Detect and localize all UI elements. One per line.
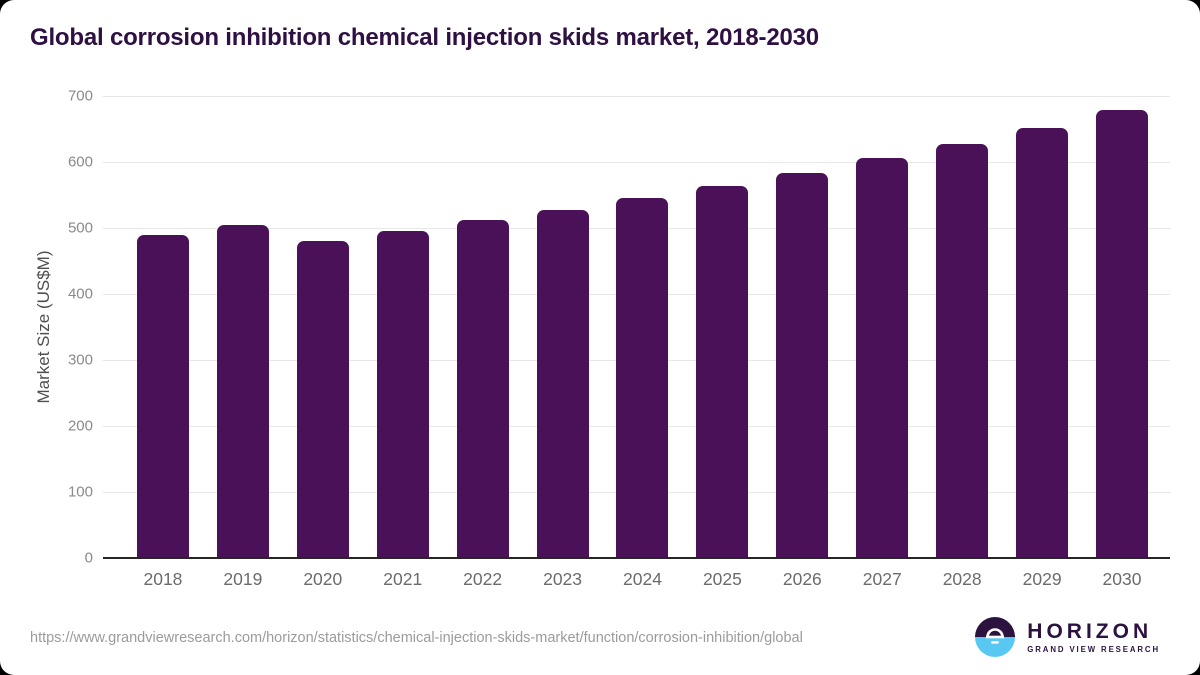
x-tick-label-2029: 2029 [1022,569,1062,589]
x-tick-label-2027: 2027 [862,569,902,589]
gridline-700 [103,96,1170,97]
x-tick-label-2025: 2025 [702,569,742,589]
bar-cell-2019 [203,96,283,558]
y-tick-label-0: 0 [84,549,93,567]
bar-2030 [1096,109,1149,558]
bar-cell-2020 [283,96,363,558]
x-tick-label-2023: 2023 [543,569,583,589]
bar-2023 [536,209,589,558]
y-tick-label-300: 300 [67,351,93,369]
bar-2028 [936,143,989,558]
bar-cell-2021 [363,96,443,558]
bar-cell-2024 [603,96,683,558]
x-tick-label-2028: 2028 [942,569,982,589]
bar-2020 [296,240,349,558]
bar-2025 [696,186,749,558]
bar-2018 [136,234,189,558]
x-axis-line [103,557,1170,559]
bar-2024 [616,198,669,558]
source-url: https://www.grandviewresearch.com/horizo… [30,630,803,646]
bar-2026 [776,172,829,558]
y-tick-label-500: 500 [67,219,93,237]
chart-title: Global corrosion inhibition chemical inj… [30,24,819,51]
horizon-logo: HORIZON GRAND VIEW RESEARCH [974,616,1160,658]
bar-cell-2026 [762,96,842,558]
bar-2027 [856,158,909,558]
logo-text: HORIZON GRAND VIEW RESEARCH [1027,620,1160,653]
bar-series [103,96,1170,558]
bar-cell-2030 [1082,96,1162,558]
x-tick-label-2024: 2024 [623,569,662,589]
x-tick-label-2021: 2021 [383,569,423,589]
gridline-600 [103,162,1170,163]
logo-subtitle: GRAND VIEW RESEARCH [1027,644,1160,654]
x-axis-ticks: 2018 2019 2020 2021 2022 2023 2024 2025 2026 2027… [103,569,1170,590]
x-tick-label-2026: 2026 [782,569,822,589]
y-tick-label-200: 200 [67,417,93,435]
x-tick-label-2020: 2020 [303,569,343,589]
bar-2021 [376,231,429,558]
bar-cell-2018 [123,96,203,558]
x-tick-label-2019: 2019 [223,569,263,589]
x-tick-label-2018: 2018 [143,569,183,589]
horizon-logo-icon [975,617,1016,657]
bar-cell-2022 [443,96,523,558]
logo-name: HORIZON [1027,620,1153,644]
y-axis-title: Market Size (US$M) [34,250,53,404]
bar-2022 [456,220,509,558]
bar-2019 [216,224,269,558]
bar-cell-2023 [523,96,603,558]
bar-cell-2029 [1002,96,1082,558]
x-tick-label-2030: 2030 [1102,569,1142,589]
bar-cell-2028 [922,96,1002,558]
y-tick-label-700: 700 [67,87,93,105]
y-tick-label-600: 600 [67,153,93,171]
bar-2029 [1016,127,1069,558]
y-tick-label-100: 100 [67,483,93,501]
y-tick-label-400: 400 [67,285,93,303]
x-tick-label-2022: 2022 [463,569,503,589]
bar-cell-2025 [682,96,762,558]
y-axis-ticks: 0 100 200 300 400 500 600 700 [0,88,93,567]
bar-cell-2027 [842,96,922,558]
